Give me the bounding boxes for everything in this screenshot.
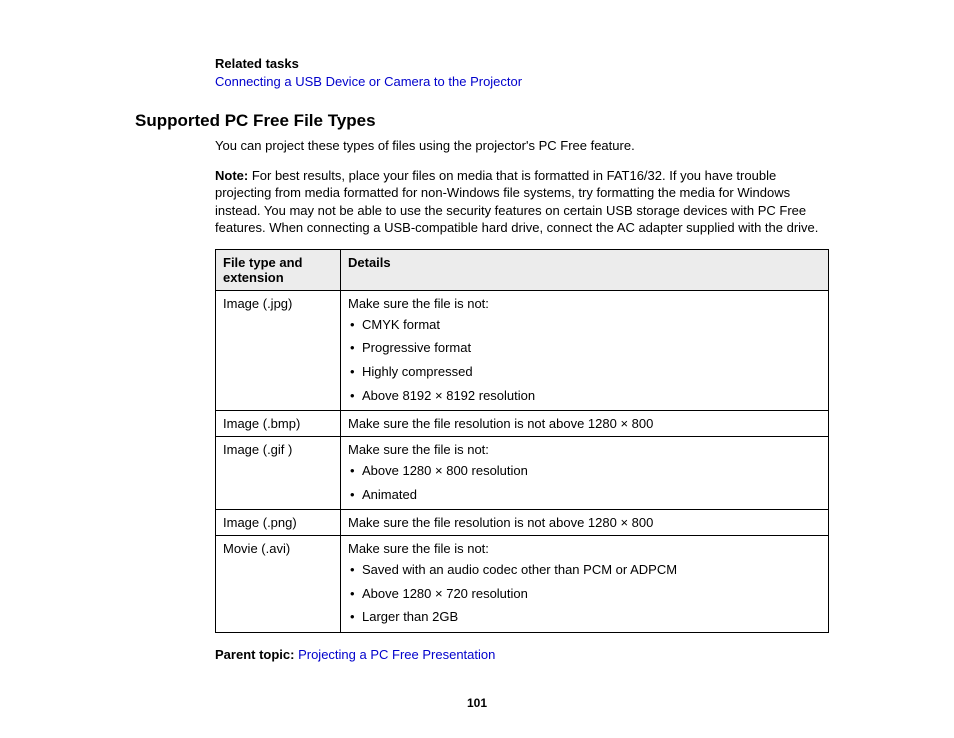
details-bullet: Larger than 2GB	[348, 609, 821, 625]
parent-topic-label: Parent topic:	[215, 647, 298, 662]
details-lead: Make sure the file resolution is not abo…	[348, 515, 821, 530]
parent-topic: Parent topic: Projecting a PC Free Prese…	[215, 647, 834, 662]
note-label: Note:	[215, 168, 248, 183]
parent-topic-link[interactable]: Projecting a PC Free Presentation	[298, 647, 495, 662]
details-lead: Make sure the file resolution is not abo…	[348, 416, 821, 431]
details-lead: Make sure the file is not:	[348, 442, 821, 457]
details-cell: Make sure the file is not: Saved with an …	[341, 536, 829, 633]
file-types-table: File type and extension Details Image (.…	[215, 249, 829, 633]
intro-text: You can project these types of files usi…	[215, 137, 834, 155]
related-tasks-heading: Related tasks	[215, 56, 834, 71]
file-type-cell: Image (.gif )	[216, 437, 341, 510]
table-row: Image (.gif ) Make sure the file is not: A…	[216, 437, 829, 510]
details-cell: Make sure the file is not: Above 1280 × 8…	[341, 437, 829, 510]
file-type-cell: Movie (.avi)	[216, 536, 341, 633]
note-block: Note: For best results, place your files…	[215, 167, 834, 237]
details-bullet: Highly compressed	[348, 364, 821, 380]
details-bullet: Above 1280 × 720 resolution	[348, 586, 821, 602]
table-header-col2: Details	[341, 249, 829, 290]
table-row: Image (.jpg) Make sure the file is not: CM…	[216, 290, 829, 410]
details-bullet: Saved with an audio codec other than PCM…	[348, 562, 821, 578]
details-lead: Make sure the file is not:	[348, 296, 821, 311]
file-type-cell: Image (.png)	[216, 510, 341, 536]
file-type-cell: Image (.bmp)	[216, 411, 341, 437]
section-heading: Supported PC Free File Types	[135, 111, 834, 131]
details-bullet: Above 8192 × 8192 resolution	[348, 388, 821, 404]
details-cell: Make sure the file resolution is not abo…	[341, 510, 829, 536]
details-cell: Make sure the file is not: CMYK format Pro…	[341, 290, 829, 410]
file-type-cell: Image (.jpg)	[216, 290, 341, 410]
note-text: For best results, place your files on me…	[215, 168, 818, 236]
details-bullet-list: Saved with an audio codec other than PCM…	[348, 562, 821, 625]
details-cell: Make sure the file resolution is not abo…	[341, 411, 829, 437]
table-row: Movie (.avi) Make sure the file is not: Sa…	[216, 536, 829, 633]
details-bullet: Animated	[348, 487, 821, 503]
table-header-col1: File type and extension	[216, 249, 341, 290]
details-lead: Make sure the file is not:	[348, 541, 821, 556]
details-bullet: Above 1280 × 800 resolution	[348, 463, 821, 479]
related-tasks-link[interactable]: Connecting a USB Device or Camera to the…	[215, 74, 522, 89]
table-row: Image (.png) Make sure the file resolutio…	[216, 510, 829, 536]
details-bullet: CMYK format	[348, 317, 821, 333]
details-bullet: Progressive format	[348, 340, 821, 356]
details-bullet-list: CMYK format Progressive format Highly comp…	[348, 317, 821, 403]
page-number: 101	[0, 696, 954, 710]
table-row: Image (.bmp) Make sure the file resolutio…	[216, 411, 829, 437]
details-bullet-list: Above 1280 × 800 resolution Animated	[348, 463, 821, 502]
